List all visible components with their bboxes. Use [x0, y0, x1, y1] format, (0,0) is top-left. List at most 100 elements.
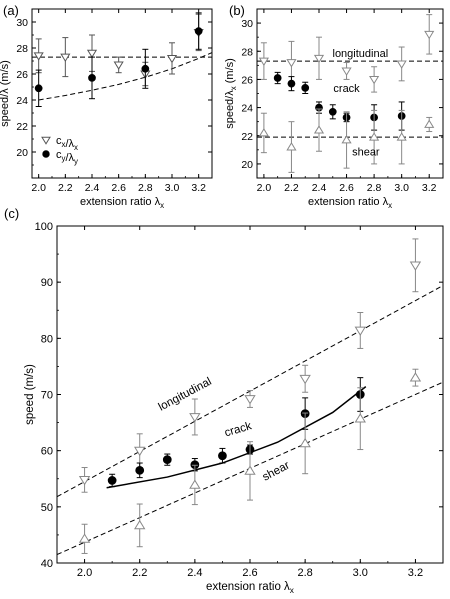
- panel-c-ylabel: speed (m/s): [24, 364, 36, 425]
- panel-c-series-shear-point: [299, 437, 311, 448]
- panel-c-xtick-label: 3.2: [408, 567, 423, 579]
- panel-c-xtick-label: 3.0: [353, 567, 368, 579]
- panel-c-xtick-label: 2.2: [132, 567, 147, 579]
- panel-c-series-longitudinal-point: [299, 374, 311, 385]
- panel-c-series-longitudinal-point: [78, 476, 91, 486]
- panel-b-xlabel: extension ratio λx: [308, 196, 392, 210]
- panel-a-ytick-label: 28: [16, 43, 28, 55]
- panel-label-a: (a): [3, 3, 19, 18]
- panel-a-frame: [31, 8, 213, 179]
- panel-c-ytick-label: 60: [41, 446, 53, 458]
- panel-b-series-crack-point: [287, 79, 296, 88]
- panel-c-series-shear-point: [409, 372, 422, 382]
- panel-b-series-shear-point: [424, 119, 435, 128]
- panel-b-series-longitudinal-point: [341, 67, 352, 76]
- panel-b-series-longitudinal-point: [313, 54, 325, 64]
- panel-a-line-dashed-1: [38, 52, 212, 101]
- panel-b-annotation-crack: crack: [333, 83, 360, 95]
- panel-a-legend-text: /λ: [65, 152, 74, 164]
- panel-b-xtick-label: 2.6: [339, 182, 354, 194]
- panel-a-legend-marker: [42, 150, 50, 158]
- panel-a-legend-sub: y: [74, 157, 78, 166]
- panel-b-annotation-longitudinal: longitudinal: [333, 48, 389, 60]
- panel-a-legend-sub: y: [62, 154, 66, 163]
- panel-b-ytick-label: 30: [241, 18, 253, 30]
- panel-b-ytick-label: 24: [241, 103, 253, 115]
- panel-b-annotation-shear: shear: [352, 146, 380, 158]
- panel-c-series-shear-point: [189, 479, 201, 489]
- panel-c-series-shear-point: [244, 465, 256, 475]
- panel-b-ytick-label: 20: [241, 159, 253, 171]
- panel-b-series-shear-point: [313, 125, 325, 134]
- panel-c-xtick-label: 2.4: [187, 567, 202, 579]
- panel-b-ylabel-unit: (m/s): [224, 58, 236, 86]
- panel-b-series-crack-point: [273, 74, 282, 82]
- panel-c-series-longitudinal-point: [134, 446, 146, 457]
- panel-a-xtick-label: 2.4: [85, 182, 100, 194]
- panel-b-xtick-label: 2.2: [284, 182, 299, 194]
- panel-a-series-cxx-point: [33, 52, 44, 61]
- panel-a-xtick-label: 3.0: [165, 182, 180, 194]
- panel-c-ytick-label: 70: [41, 390, 53, 402]
- panel-a-ytick-label: 20: [16, 147, 28, 159]
- panel-a-xtick-label: 2.8: [138, 182, 153, 194]
- panel-a-ytick-label: 24: [16, 95, 28, 107]
- panel-c-line-fit-2: [106, 386, 367, 489]
- panel-a-ytick-label: 30: [16, 17, 28, 29]
- panel-c-series-longitudinal-point: [354, 326, 366, 336]
- panel-c-series-shear-point: [134, 519, 146, 530]
- panel-b-xtick-label: 3.2: [422, 182, 437, 194]
- panel-c-plot-area: [57, 285, 443, 556]
- panel-a-xtick-label: 2.2: [58, 182, 73, 194]
- panel-b-series-longitudinal-point: [424, 30, 435, 40]
- panel-c-xtick-label: 2.8: [297, 567, 312, 579]
- panel-b-series-shear-point: [396, 132, 407, 141]
- panel-a-legend-marker: [41, 136, 51, 145]
- panel-c-xtick-label: 2.0: [77, 567, 92, 579]
- panel-c-xlabel: extension ratio λx: [206, 581, 295, 595]
- panel-c-annotation-crack: crack: [223, 420, 253, 439]
- panel-a-series-cyy-point: [88, 74, 96, 82]
- panel-c-annotation-longitudinal: longitudinal: [157, 376, 214, 414]
- panel-c-series-crack-point: [218, 451, 227, 461]
- panel-c-ytick-label: 100: [35, 221, 53, 233]
- panel-a-legend-text: c: [56, 149, 62, 161]
- panel-b-xlabel-sub: x: [388, 201, 392, 210]
- panel-b-series-longitudinal-point: [369, 75, 380, 85]
- panel-a-plot-area: [32, 52, 212, 101]
- panel-b-ylabel-sub: x: [229, 86, 238, 90]
- panel-c-series-longitudinal-point: [244, 395, 256, 405]
- panel-a-legend-text: c: [56, 135, 62, 147]
- panel-a-legend-sub: x: [74, 143, 78, 152]
- panel-b-series-longitudinal-point: [286, 59, 297, 68]
- panel-a-xtick-label: 3.2: [191, 182, 206, 194]
- panel-b-xtick-label: 3.0: [394, 182, 409, 194]
- panel-c-series-crack-point: [107, 476, 117, 485]
- panel-c-series-shear-point: [78, 533, 91, 543]
- panel-b-chart: 2.0 2.2 2.4 2.6 2.8 3.0 3.2 20 22 24 26 28 30 extensi…: [224, 8, 444, 210]
- panel-a-xlabel: extension ratio λx: [80, 196, 164, 210]
- panel-a-series-cxx-point: [166, 54, 178, 64]
- panel-b-ytick-label: 22: [241, 131, 253, 143]
- panel-a-ytick-label: 22: [16, 121, 28, 133]
- panel-b-series-crack-point: [301, 83, 310, 92]
- panel-b-series-shear-point: [258, 127, 269, 137]
- panel-b-series-shear-point: [286, 142, 297, 151]
- panel-a-series-cxx-point: [113, 61, 124, 70]
- panel-b-ylabel: speed/λx (m/s): [224, 58, 238, 129]
- panel-c-series-longitudinal-point: [409, 261, 422, 271]
- panel-a-series-cyy-point: [194, 27, 203, 35]
- panel-a-series-cyy-point: [141, 64, 150, 73]
- panel-c-ytick-label: 80: [41, 333, 53, 345]
- panel-c-ytick-label: 50: [41, 502, 53, 514]
- panel-a-xlabel-sub: x: [160, 201, 164, 210]
- panel-b-series-longitudinal-point: [258, 57, 269, 67]
- panel-c-series-longitudinal-point: [189, 413, 201, 423]
- panel-b-xtick-label: 2.0: [257, 182, 272, 194]
- panel-c-chart: 2.0 2.2 2.4 2.6 2.8 3.0 3.2 40 50 60 70 80 90 100 exte…: [24, 221, 444, 595]
- panel-c-xtick-label: 2.6: [242, 567, 257, 579]
- panel-c-xlabel-sub: x: [290, 586, 295, 595]
- panel-a-legend-sub: x: [62, 140, 66, 149]
- panel-a-ytick-label: 26: [16, 69, 28, 81]
